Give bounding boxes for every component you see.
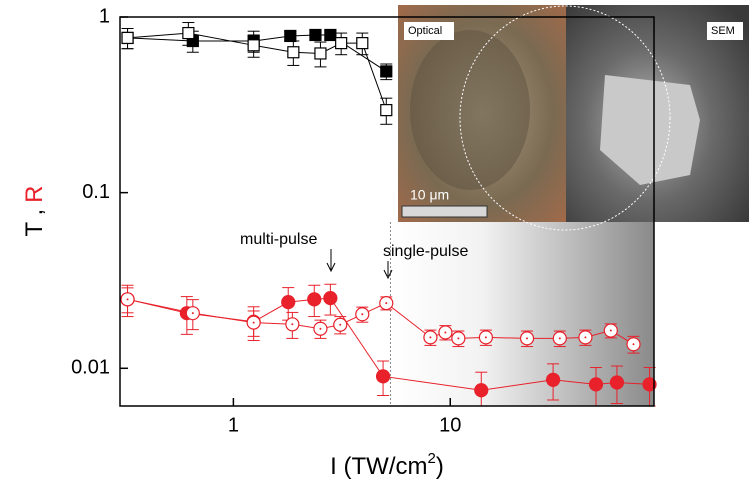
plot-frame bbox=[119, 16, 655, 407]
marker bbox=[309, 28, 322, 42]
marker-dot bbox=[252, 321, 255, 324]
shaded-region bbox=[390, 222, 654, 406]
marker bbox=[380, 104, 393, 117]
marker-dot bbox=[339, 323, 342, 326]
marker bbox=[474, 383, 489, 398]
marker-dot bbox=[291, 323, 294, 326]
marker-dot bbox=[444, 331, 447, 334]
marker bbox=[335, 37, 348, 50]
marker-dot bbox=[429, 336, 432, 339]
optical-spot bbox=[410, 30, 530, 190]
marker-dot bbox=[191, 312, 194, 315]
marker bbox=[588, 377, 604, 392]
marker-dot bbox=[361, 313, 364, 316]
y-label-part: T , bbox=[21, 209, 48, 237]
inset: Optical SEM 10 μm bbox=[398, 5, 749, 231]
marker-dot bbox=[632, 343, 635, 346]
annotation: single-pulse bbox=[383, 243, 468, 260]
marker bbox=[323, 290, 338, 306]
marker bbox=[380, 65, 393, 78]
marker-dot bbox=[484, 336, 487, 339]
marker bbox=[314, 47, 327, 60]
marker-dot bbox=[609, 329, 612, 332]
marker bbox=[356, 37, 369, 50]
marker-dot bbox=[457, 337, 460, 340]
x-tick-label: 1 bbox=[228, 414, 239, 436]
inset-label: SEM bbox=[711, 25, 735, 37]
marker bbox=[545, 372, 561, 387]
x-axis-label: I (TW/cm2) bbox=[330, 450, 444, 480]
marker bbox=[307, 292, 322, 307]
marker bbox=[642, 377, 657, 392]
marker bbox=[375, 369, 391, 384]
x-label-part: I (TW/cm bbox=[330, 453, 427, 480]
scale-label: 10 μm bbox=[410, 187, 449, 203]
plot-area bbox=[120, 22, 657, 407]
marker-dot bbox=[584, 336, 587, 339]
x-label-part: 2 bbox=[427, 450, 435, 467]
marker-dot bbox=[558, 337, 561, 340]
annotation: multi-pulse bbox=[240, 231, 317, 248]
marker bbox=[324, 28, 337, 42]
marker bbox=[281, 295, 296, 310]
marker bbox=[121, 31, 134, 45]
marker bbox=[182, 26, 195, 40]
y-tick-label: 1 bbox=[99, 5, 110, 27]
marker bbox=[284, 29, 297, 43]
y-tick-label: 0.1 bbox=[82, 181, 110, 203]
spot-circle bbox=[459, 5, 671, 231]
marker-dot bbox=[385, 302, 388, 305]
annotation-arrowhead bbox=[383, 269, 393, 280]
y-tick-label: 0.01 bbox=[71, 357, 110, 379]
marker bbox=[287, 46, 300, 59]
x-label-part: ) bbox=[436, 453, 444, 480]
sem-crater bbox=[600, 75, 700, 185]
scale-bar bbox=[401, 205, 488, 218]
y-axis-label: T , R bbox=[21, 186, 48, 237]
inset-label: Optical bbox=[408, 25, 442, 37]
label-box bbox=[707, 22, 743, 40]
x-tick-label: 10 bbox=[439, 414, 461, 436]
marker bbox=[609, 375, 625, 390]
y-label-part: R bbox=[21, 186, 48, 203]
annotation-arrowhead bbox=[326, 262, 336, 273]
label-box bbox=[404, 22, 454, 40]
marker-dot bbox=[126, 298, 129, 301]
marker-dot bbox=[526, 337, 529, 340]
marker-dot bbox=[319, 327, 322, 330]
marker bbox=[247, 39, 260, 52]
